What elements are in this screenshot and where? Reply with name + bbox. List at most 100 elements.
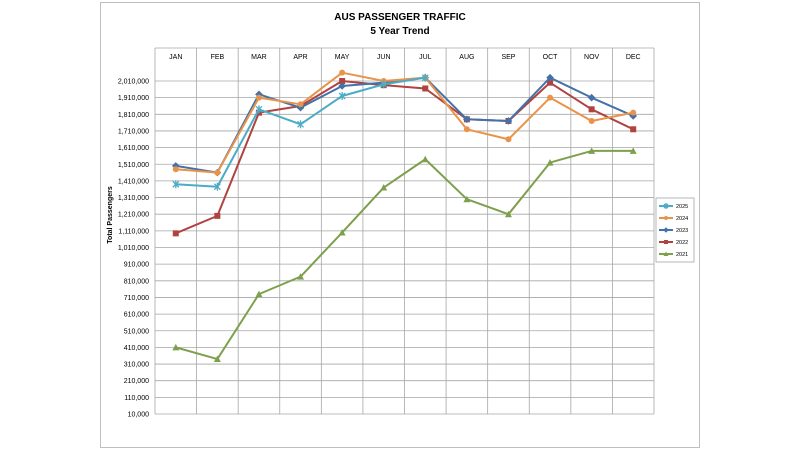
y-axis-title: Total Passengers	[107, 186, 114, 244]
y-tick-label: 210,000	[124, 378, 149, 385]
data-point	[421, 73, 429, 82]
y-tick-label: 1,710,000	[118, 128, 149, 135]
legend-item: 2021	[659, 251, 688, 258]
data-point	[338, 229, 346, 236]
data-point	[546, 159, 554, 166]
series-line	[175, 71, 634, 174]
data-point	[172, 230, 179, 237]
series-line	[175, 80, 634, 235]
data-point	[297, 120, 305, 129]
data-point	[214, 169, 221, 176]
data-point	[505, 136, 512, 143]
series-2021	[172, 147, 637, 363]
y-tick-label: 1,810,000	[118, 112, 149, 119]
y-tick-label: 1,910,000	[118, 95, 149, 102]
legend-marker	[663, 203, 669, 209]
data-point	[547, 79, 554, 86]
legend: 2025 2024 2023 2022 2021	[655, 197, 695, 263]
legend-item: 2025	[659, 203, 688, 210]
data-point	[172, 180, 180, 189]
y-tick-label: 1,510,000	[118, 162, 149, 169]
y-tick-label: 610,000	[124, 312, 149, 319]
data-point	[339, 78, 346, 84]
data-point	[422, 85, 429, 92]
y-tick-label: 410,000	[124, 345, 149, 352]
data-point	[171, 162, 180, 170]
y-tick-label: 710,000	[124, 295, 149, 302]
series-line	[175, 76, 426, 188]
data-point	[380, 184, 388, 191]
data-point	[421, 155, 429, 163]
x-tick-label: MAR	[251, 54, 267, 61]
data-point	[630, 126, 637, 133]
x-tick-label: JUN	[377, 54, 391, 61]
legend-label: 2025	[676, 204, 688, 210]
y-tick-label: 310,000	[124, 362, 149, 369]
data-point	[587, 93, 596, 102]
x-tick-label: SEP	[501, 54, 515, 61]
x-tick-label: OCT	[543, 54, 559, 61]
y-tick-label: 810,000	[124, 278, 149, 285]
y-tick-label: 510,000	[124, 328, 149, 335]
x-tick-label: AUG	[459, 54, 474, 61]
data-point	[504, 210, 512, 218]
data-point	[463, 195, 471, 203]
chart-subtitle: 5 Year Trend	[370, 26, 430, 37]
data-point	[588, 106, 595, 113]
y-tick-label: 1,610,000	[118, 145, 149, 152]
data-point	[213, 355, 221, 363]
legend-marker	[664, 240, 668, 244]
data-point	[588, 147, 596, 154]
legend-item: 2023	[659, 227, 688, 234]
legend-label: 2024	[676, 216, 688, 222]
data-point	[297, 101, 304, 108]
y-tick-label: 2,010,000	[118, 79, 149, 86]
y-tick-label: 1,010,000	[118, 245, 149, 252]
x-tick-label: NOV	[584, 54, 600, 61]
legend-marker	[664, 216, 668, 220]
y-tick-label: 1,110,000	[118, 228, 149, 235]
data-point	[463, 126, 470, 133]
legend-marker	[663, 251, 669, 256]
x-tick-label: DEC	[626, 54, 641, 61]
y-tick-label: 1,410,000	[118, 178, 149, 185]
data-point	[338, 91, 346, 100]
legend-marker	[663, 227, 669, 233]
x-tick-label: JAN	[169, 54, 182, 61]
data-point	[629, 147, 637, 154]
y-tick-label: 110,000	[124, 395, 149, 402]
y-tick-label: 1,310,000	[118, 195, 149, 202]
x-tick-label: MAY	[335, 54, 350, 61]
series-2024	[172, 69, 637, 176]
data-point	[546, 73, 554, 82]
gridlines	[154, 47, 655, 415]
data-point	[630, 109, 637, 116]
y-tick-label: 910,000	[124, 262, 149, 269]
legend-label: 2022	[676, 240, 688, 246]
y-tick-label: 10,000	[128, 412, 150, 419]
data-point	[255, 94, 262, 101]
data-point	[380, 80, 388, 89]
legend-label: 2021	[676, 252, 688, 258]
data-point	[338, 82, 346, 90]
legend-item: 2024	[659, 216, 688, 222]
x-tick-label: JUL	[419, 54, 432, 61]
data-point	[588, 117, 595, 124]
data-point	[463, 115, 471, 124]
legend-label: 2023	[676, 228, 688, 234]
y-axis-tick-labels: 10,000 110,000 210,000 310,000 410,000 510,00…	[118, 79, 149, 419]
data-point	[255, 105, 263, 114]
y-tick-label: 1,210,000	[118, 212, 149, 219]
chart-title: AUS PASSENGER TRAFFIC	[334, 12, 466, 23]
x-tick-label: FEB	[211, 54, 225, 61]
series-line	[175, 149, 634, 361]
chart-frame	[100, 2, 700, 448]
data-point	[213, 182, 221, 191]
series-2025	[172, 73, 429, 191]
data-point	[172, 166, 179, 173]
series-lines	[171, 69, 638, 363]
x-tick-label: APR	[293, 54, 307, 61]
data-point	[255, 290, 263, 298]
x-axis-tick-labels: JAN FEB MAR APR MAY JUN JUL AUG SEP OCT NOV DEC	[169, 54, 640, 61]
